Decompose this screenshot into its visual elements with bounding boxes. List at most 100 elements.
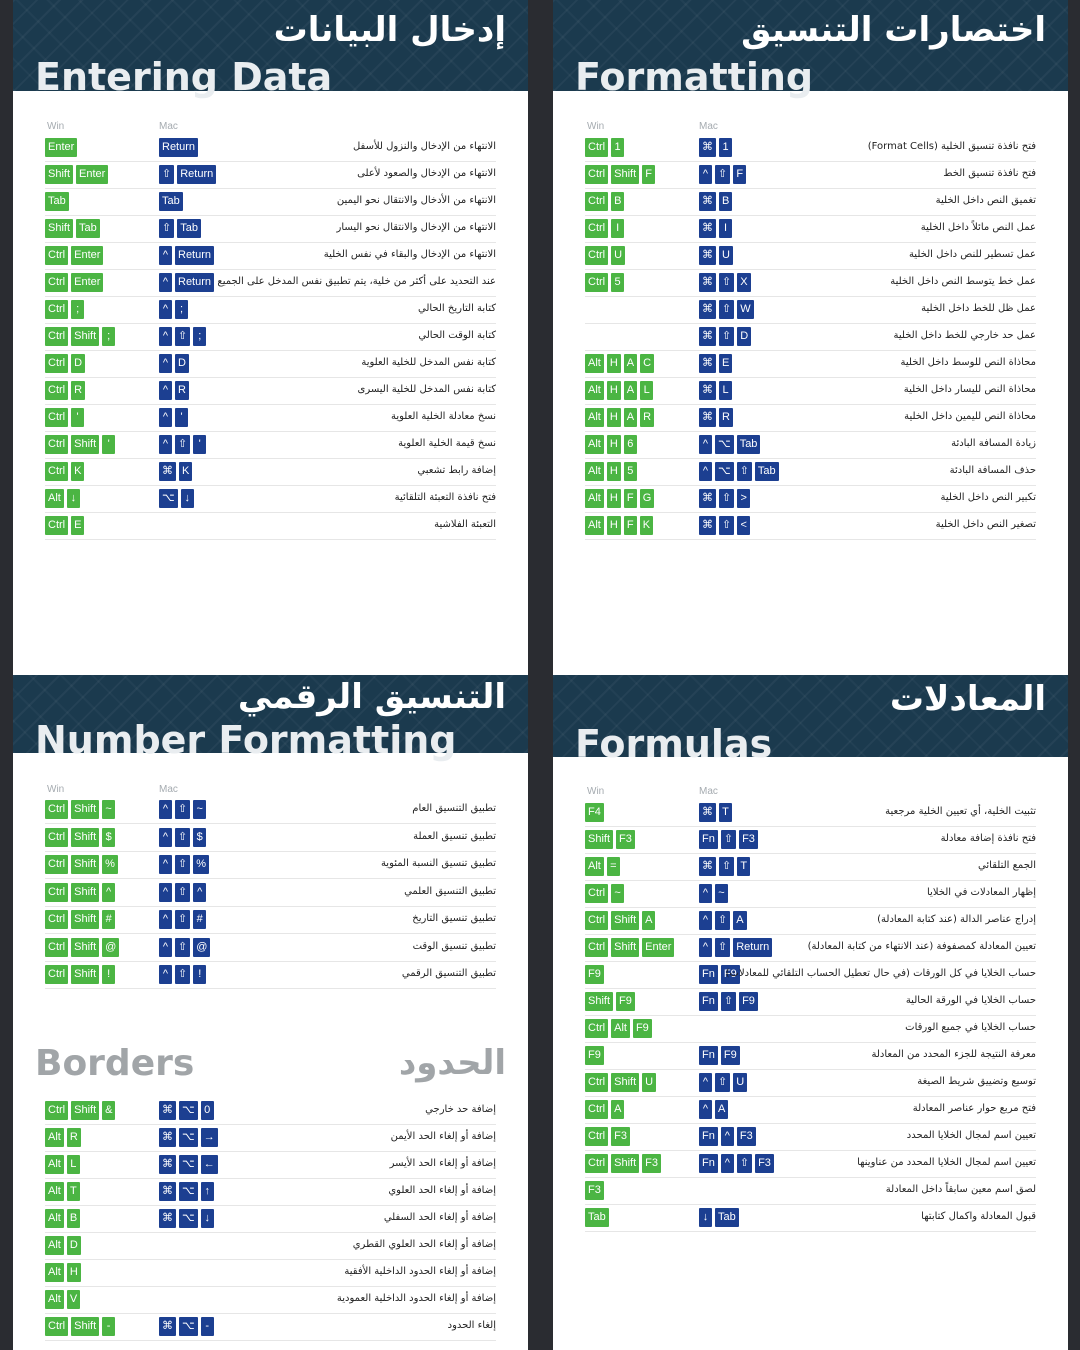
win-keys: Ctrl U [585,246,626,265]
win-keys: Tab [585,1208,609,1227]
win-exclamation-key: ! [102,965,116,984]
mac-control-key: ^ [699,462,712,481]
shortcut-row: Ctrl 5 ⌘ ⇧ X عمل خط يتوسط النص داخل الخلية [585,269,1036,297]
shortcut-description: إدراج عناصر الدالة (عند كتابة المعادلة) [877,914,1036,925]
shortcut-row: Ctrl E التعبئة الفلاشية [45,512,496,540]
shortcut-description: تطبيق تنسيق النسبة المئوية [380,858,496,869]
mac-control-key: ^ [699,435,712,454]
mac-semicolon-key: ; [193,327,207,346]
mac-keys: ^ ⇧ ' [159,435,207,454]
mac-arrow-up-key: ↑ [200,1182,214,1201]
shortcut-description: التعبئة الفلاشية [434,519,496,530]
win-keys: Ctrl Shift ~ [45,800,116,819]
mac-shift-key: ⇧ [736,462,752,481]
panel-formatting: اختصارات التنسيق Formatting Win Mac Ctrl… [553,0,1068,675]
shortcut-description: توسيع وتضييق شريط الصيغة [917,1076,1036,1087]
shortcut-row: Alt ↓ ⌥ ↓ فتح نافذة التعبئة التلقائية [45,485,496,513]
mac-arrow-down-key: ↓ [180,489,194,508]
win-alt-key: Alt [585,516,604,535]
mac-keys: ^ ⌥ Tab [699,435,761,454]
shortcut-row: Ctrl R ^ R كتابة نفس المدخل للخلية اليسرى [45,377,496,405]
win-ctrl-key: Ctrl [45,246,69,265]
mac-tab-key: Tab [177,219,201,238]
win-alt-key: Alt [585,354,604,373]
mac-control-key: ^ [699,165,712,184]
win-keys: F9 [585,965,604,984]
win-minus-key: - [102,1317,116,1336]
win-keys: Alt ↓ [45,489,80,508]
panel-entering-data: إدخال البيانات Entering Data Win Mac Ent… [13,0,528,675]
shortcut-description: تطبيق تنسيق الوقت [412,940,496,952]
mac-command-key: ⌘ [159,1101,176,1120]
shortcut-row: Ctrl Shift F3 Fn ^ ⇧ F3 تعيين اسم لمجال الخلايا… [585,1150,1036,1178]
win-keys: Ctrl B [585,192,625,211]
shortcut-description: إضافة أو إلغاء الحد الأيسر [389,1158,496,1169]
shortcut-description: إضافة أو إلغاء الحد العلوي [388,1185,496,1196]
shortcut-description: معرفة النتيجة للجزء المحدد من المعادلة [871,1049,1036,1060]
shortcut-description: كتابة نفس المدخل للخلية العلوية [361,357,496,368]
shortcut-description: حساب الخلايا في جميع الورقات [905,1022,1036,1033]
shortcut-description: فتح نافذة إضافة معادلة [940,833,1036,844]
mac-control-key: ^ [699,911,712,930]
win-ctrl-key: Ctrl [585,219,609,238]
win-r-key: R [71,381,86,400]
mac-f3-key: F3 [739,830,758,849]
mac-a-key: A [733,911,747,930]
shortcut-description: فتح نافذة تنسيق الخط [943,168,1036,179]
win-ctrl-key: Ctrl [45,381,69,400]
mac-option-key: ⌥ [179,1209,198,1228]
win-enter-key: Enter [76,165,109,184]
mac-f-key: F [733,165,747,184]
mac-u-key: U [719,246,733,265]
shortcut-description: زيادة المسافة البادئة [951,438,1036,449]
shortcut-row: Enter Return الانتهاء من الإدخال والنزول ل… [45,134,496,162]
panel-header: إدخال البيانات Entering Data [13,0,528,99]
shortcut-row: Alt H A R ⌘ R محاذاة النص لليمين داخل الخلية [585,404,1036,432]
shortcut-row: Ctrl Enter ^ Return عند التحديد على أكثر من … [45,269,496,297]
shortcut-row: Ctrl U ⌘ U عمل تسطير للنص داخل الخلية [585,242,1036,270]
win-f3-key: F3 [585,1181,604,1200]
win-enter-key: Enter [45,138,78,157]
mac-control-key: ^ [159,327,172,346]
panel-header: التنسيق الرقمي Number Formatting [13,675,528,762]
mac-tab-key: Tab [754,462,779,481]
win-shift-key: Shift [71,1317,100,1336]
mac-keys: Fn F9 [699,965,740,984]
win-enter-key: Enter [71,246,104,265]
mac-f9-key: F9 [720,1046,740,1065]
mac-option-key: ⌥ [179,1101,198,1120]
mac-option-key: ⌥ [159,489,178,508]
mac-keys: ⌘ ⇧ W [699,300,754,319]
shortcut-description: إضافة أو إلغاء الحد السفلي [383,1212,496,1223]
mac-keys: ^ ⇧! [159,965,207,984]
mac-semicolon-key: ; [175,300,188,319]
win-alt-key: Alt [45,1263,64,1282]
win-d-key: D [71,354,86,373]
shortcut-row: ⌘ ⇧ D عمل حد خارجي للخط داخل الخلية [585,323,1036,351]
mac-d-key: D [737,327,752,346]
mac-keys: ⌘ ⇧ > [699,489,751,508]
mac-keys: ^ R [159,381,189,400]
win-shift-key: Shift [71,910,100,929]
mac-control-key: ^ [159,855,172,874]
mac-shift-key: ⇧ [715,1073,731,1092]
win-c-key: C [640,354,655,373]
shortcut-row: Shift Enter ⇧ Return الانتهاء من الإدخال وال… [45,161,496,189]
mac-tilde-key: ~ [193,800,207,819]
shortcut-row: Ctrl; ^; كتابة التاريخ الحالي [45,296,496,324]
win-keys: Ctrl ' [45,408,85,427]
mac-keys: ^ ⇧% [159,855,209,874]
mac-keys: ⌘ ⇧ D [699,327,752,346]
win-keys: Alt H A R [585,408,655,427]
shortcut-description: إضافة حد خارجي [425,1104,496,1115]
mac-keys: ⌘ U [699,246,733,265]
mac-return-key: Return [175,273,215,292]
win-l-key: L [66,1155,80,1174]
shortcut-description: تعيين المعادلة كمصفوفة (عند الانتهاء من … [807,941,1036,952]
mac-keys: Fn F9 [699,1046,740,1065]
shortcut-description: الانتهاء من الأدخال والانتقال نحو اليمين [336,195,496,206]
mac-shift-key: ⇧ [719,327,735,346]
mac-keys: ^ ⇧ Return [699,938,773,957]
mac-shift-key: ⇧ [719,489,735,508]
shortcut-description: نسخ معادلة الخلية العلوية [390,411,496,422]
